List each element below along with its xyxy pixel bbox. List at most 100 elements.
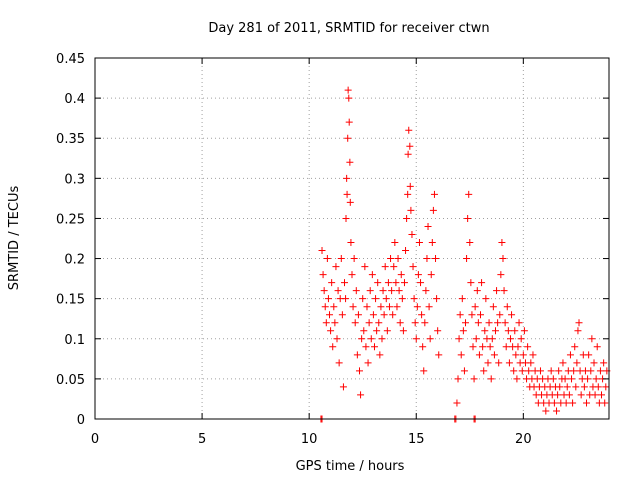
data-point: [469, 343, 477, 351]
data-point: [364, 359, 372, 367]
data-point: [482, 295, 490, 303]
data-point: [571, 343, 579, 351]
data-point: [496, 311, 504, 319]
data-point: [382, 295, 390, 303]
data-point: [345, 94, 353, 102]
data-point: [465, 190, 473, 198]
data-point: [473, 287, 481, 295]
data-point: [337, 255, 345, 263]
data-point: [519, 351, 527, 359]
data-point: [394, 255, 402, 263]
data-point: [513, 375, 521, 383]
x-tick-label: 15: [408, 432, 425, 447]
data-point: [485, 319, 493, 327]
data-point: [527, 359, 535, 367]
data-point: [574, 327, 582, 335]
data-point: [318, 247, 326, 255]
data-point: [363, 303, 371, 311]
data-point: [453, 399, 461, 407]
data-point: [573, 359, 581, 367]
data-point: [487, 375, 495, 383]
data-point: [422, 287, 430, 295]
data-point: [379, 287, 387, 295]
data-point: [344, 134, 352, 142]
data-point: [411, 319, 419, 327]
data-point: [348, 271, 356, 279]
data-point: [427, 271, 435, 279]
data-point: [547, 367, 555, 375]
y-tick-label: 0.05: [56, 373, 85, 388]
data-point: [343, 174, 351, 182]
y-tick-label: 0.2: [64, 253, 85, 268]
data-point: [491, 327, 499, 335]
data-point: [559, 359, 567, 367]
data-point: [484, 359, 492, 367]
data-point: [387, 255, 395, 263]
data-point: [402, 247, 410, 255]
data-point: [359, 295, 367, 303]
data-point: [342, 295, 350, 303]
data-point: [404, 150, 412, 158]
data-point: [361, 263, 369, 271]
data-point: [414, 271, 422, 279]
data-point: [365, 319, 373, 327]
data-point: [419, 343, 427, 351]
data-point: [343, 190, 351, 198]
data-point: [536, 367, 544, 375]
data-point: [399, 327, 407, 335]
data-point: [376, 351, 384, 359]
data-point: [504, 327, 512, 335]
data-point: [407, 206, 415, 214]
data-point: [378, 335, 386, 343]
data-point: [388, 287, 396, 295]
x-tick-label: 5: [198, 432, 206, 447]
data-point: [391, 239, 399, 247]
data-point: [409, 263, 417, 271]
data-point: [601, 399, 609, 407]
data-point: [480, 367, 488, 375]
data-point: [369, 311, 377, 319]
data-point: [346, 158, 354, 166]
y-axis-label: SRMTID / TECUs: [7, 186, 22, 291]
data-point: [503, 303, 511, 311]
data-point: [366, 287, 374, 295]
data-point: [529, 351, 537, 359]
data-point: [458, 295, 466, 303]
data-point: [334, 287, 342, 295]
data-point: [588, 335, 596, 343]
data-points: [317, 86, 611, 423]
data-point: [562, 399, 570, 407]
data-point: [508, 311, 516, 319]
data-point: [374, 279, 382, 287]
data-point: [412, 335, 420, 343]
data-point: [593, 343, 601, 351]
data-point: [358, 335, 366, 343]
data-point: [323, 255, 331, 263]
data-point: [406, 142, 414, 150]
data-point: [556, 383, 564, 391]
data-point: [555, 367, 563, 375]
data-point: [600, 359, 608, 367]
data-point: [404, 190, 412, 198]
data-point: [481, 327, 489, 335]
data-point: [405, 126, 413, 134]
data-point: [524, 343, 532, 351]
chart-title: Day 281 of 2011, SRMTID for receiver ctw…: [208, 21, 489, 36]
y-tick-label: 0.25: [56, 212, 85, 227]
data-point: [320, 287, 328, 295]
data-point: [357, 391, 365, 399]
data-point: [344, 86, 352, 94]
data-point: [380, 311, 388, 319]
y-tick-label: 0.4: [64, 92, 85, 107]
data-point: [392, 279, 400, 287]
data-point: [373, 327, 381, 335]
data-point: [494, 319, 502, 327]
y-tick-label: 0.1: [64, 333, 85, 348]
data-point: [575, 319, 583, 327]
data-point: [321, 303, 329, 311]
data-point: [400, 279, 408, 287]
data-point: [355, 367, 363, 375]
data-point: [354, 311, 362, 319]
data-point: [349, 303, 357, 311]
